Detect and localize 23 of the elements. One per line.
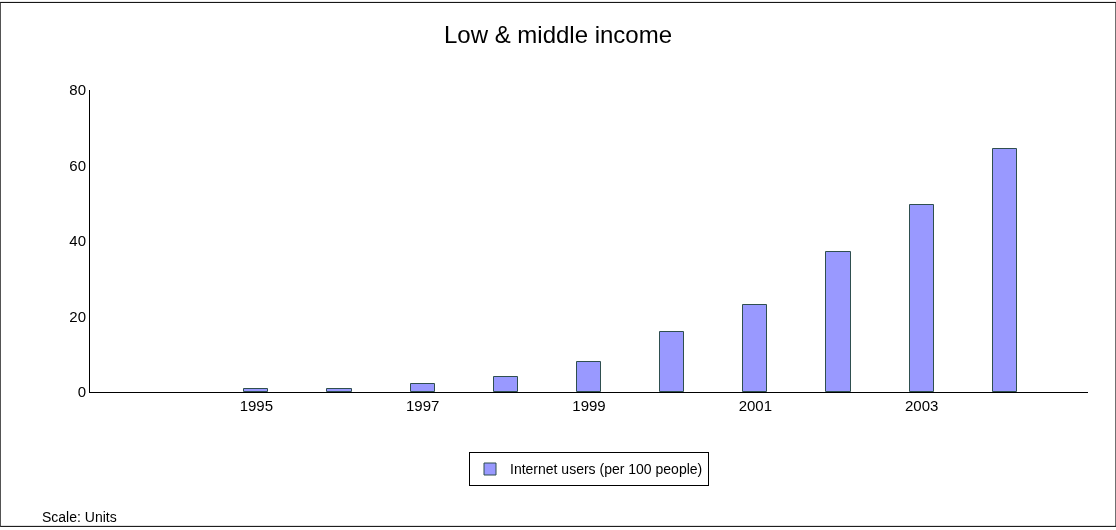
bar [825, 251, 851, 392]
bar [909, 204, 934, 392]
x-tick-label: 2001 [738, 397, 773, 414]
y-tick-label: 0 [77, 383, 86, 401]
x-tick-label: 1995 [239, 397, 274, 414]
bar [742, 304, 767, 392]
bar [493, 376, 518, 392]
chart-title: Low & middle income [443, 21, 673, 49]
legend-label: Internet users (per 100 people) [510, 461, 703, 478]
bar [992, 148, 1017, 392]
x-tick-label: 2003 [904, 397, 939, 414]
bar [659, 331, 684, 392]
y-tick-label: 80 [69, 81, 86, 99]
bar [243, 388, 268, 392]
y-tick-label: 60 [69, 156, 86, 174]
bar [410, 383, 435, 392]
x-tick-label: 1997 [405, 397, 440, 414]
bar [326, 388, 352, 392]
bar [576, 361, 601, 392]
x-tick-label: 1999 [572, 397, 606, 414]
text: Scale: Units [42, 509, 117, 525]
y-tick-label: 20 [69, 307, 86, 325]
y-tick-label: 40 [69, 232, 86, 250]
